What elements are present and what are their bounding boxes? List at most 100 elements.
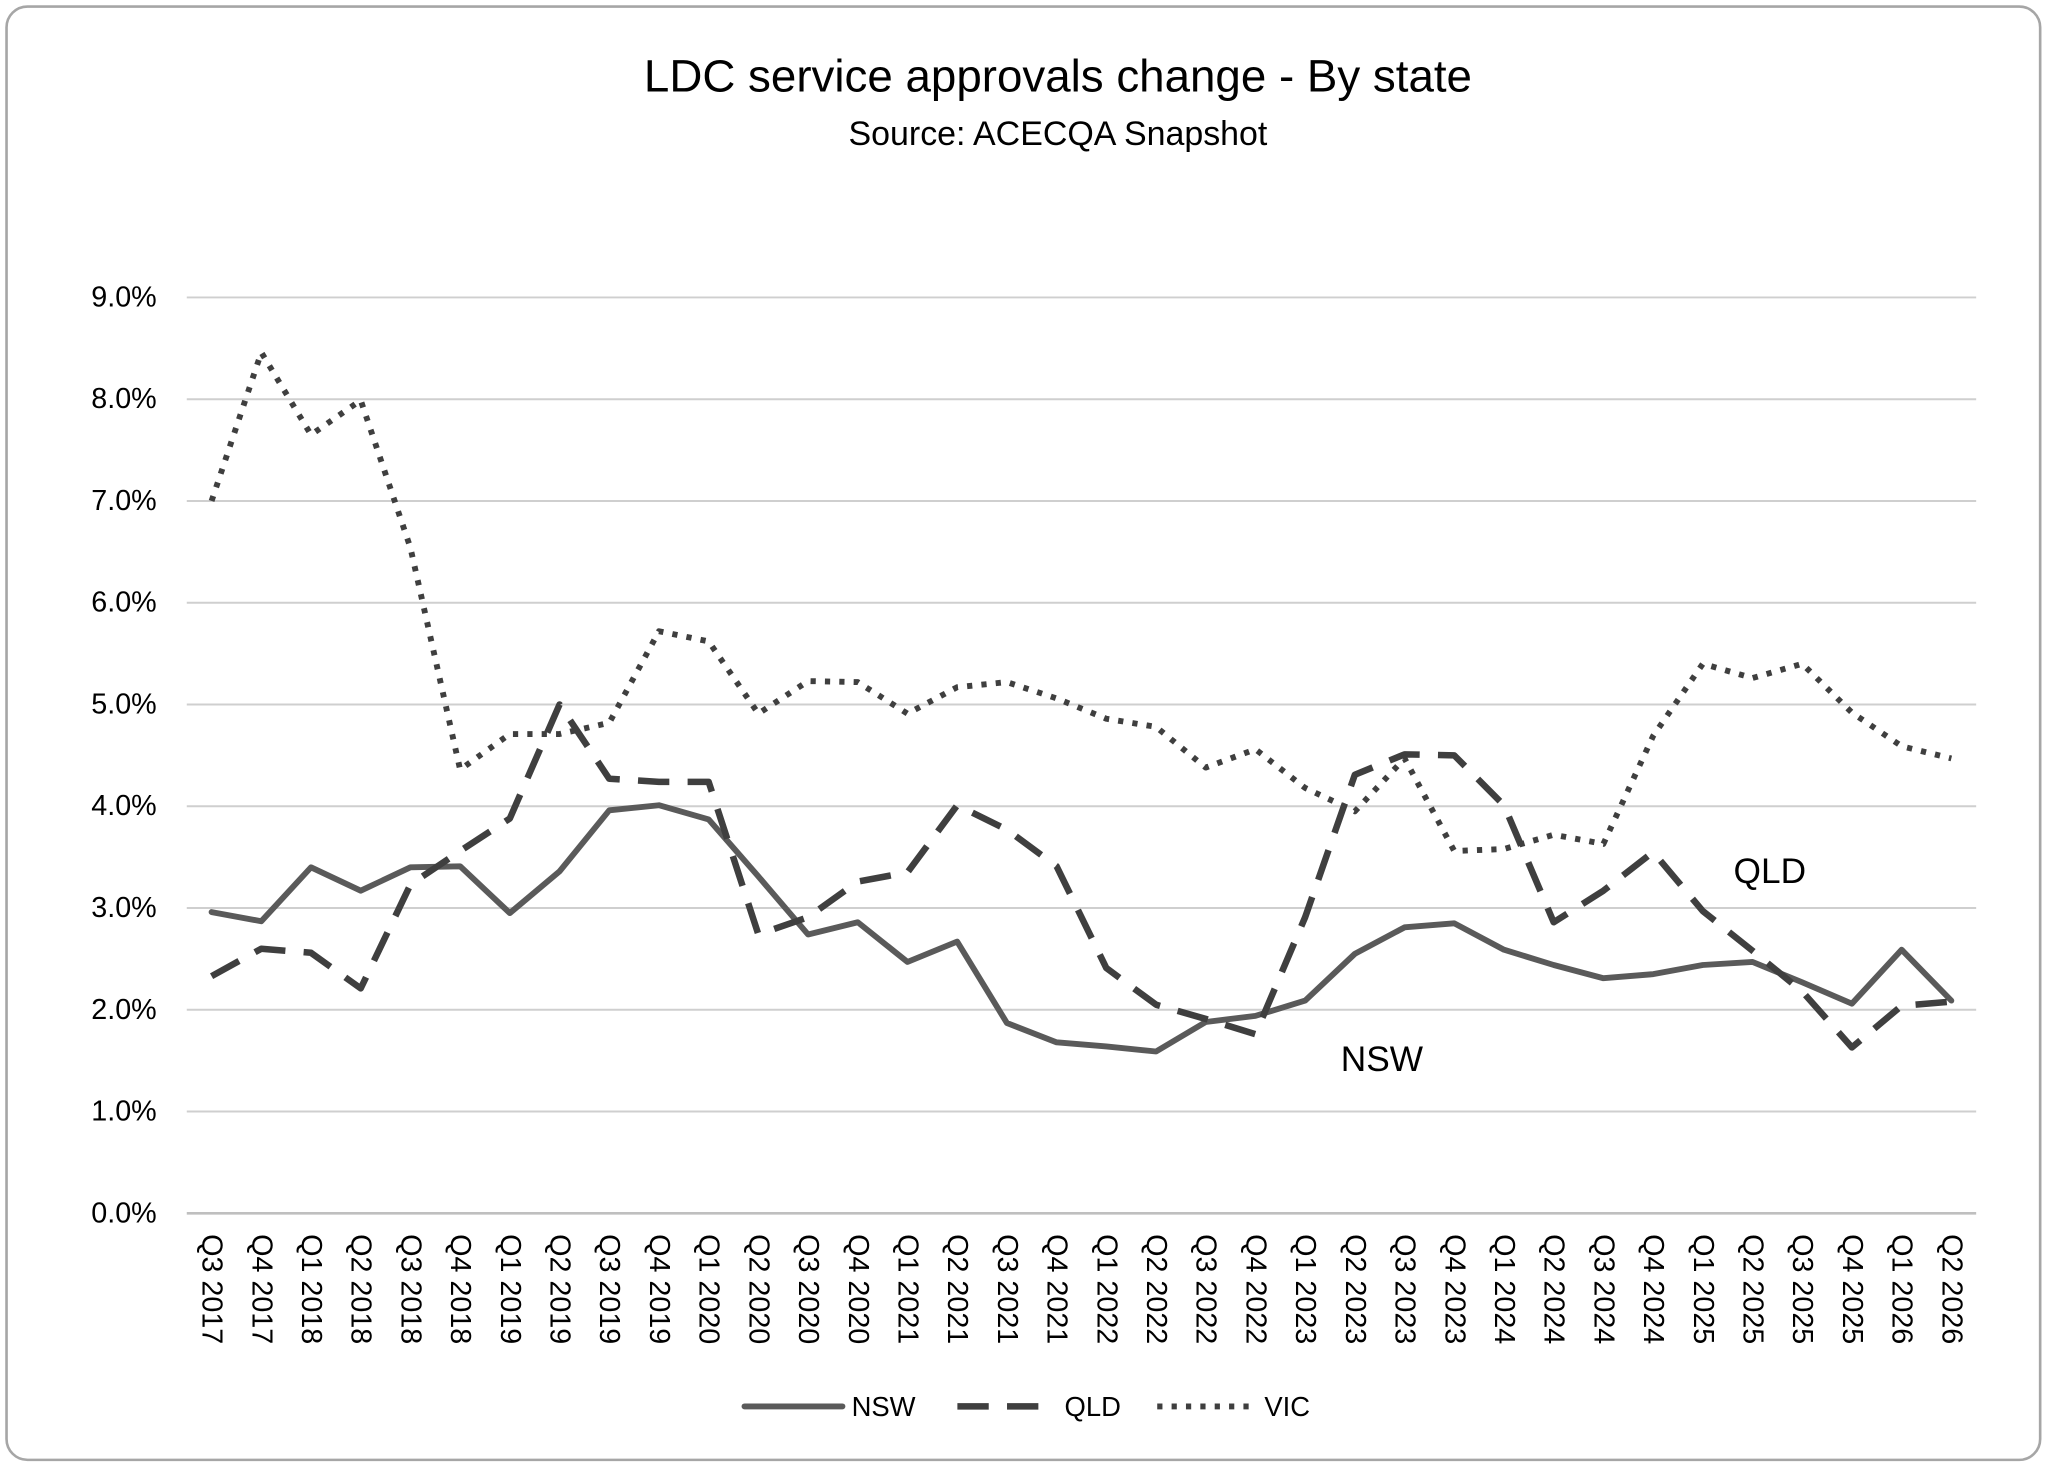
data-point-vic <box>607 720 612 725</box>
x-tick-label: Q1 2023 <box>1289 1234 1321 1344</box>
x-tick-label: Q1 2019 <box>494 1234 526 1344</box>
data-point-nsw <box>458 864 463 869</box>
y-tick-label: 9.0% <box>91 281 156 313</box>
x-tick-label: Q1 2022 <box>1090 1234 1122 1344</box>
data-point-nsw <box>1352 951 1357 956</box>
data-point-qld <box>1104 965 1109 970</box>
data-point-vic <box>358 398 363 403</box>
chart-frame <box>5 5 2042 1462</box>
data-point-qld <box>1650 849 1655 854</box>
data-point-qld <box>1501 803 1506 808</box>
data-point-vic <box>458 767 463 772</box>
x-tick-label: Q3 2018 <box>394 1234 426 1344</box>
data-point-nsw <box>1402 925 1407 930</box>
data-point-vic <box>1452 848 1457 853</box>
data-point-vic <box>209 498 214 503</box>
x-tick-label: Q1 2026 <box>1886 1234 1918 1344</box>
x-tick-label: Q3 2017 <box>196 1234 228 1344</box>
data-point-vic <box>1004 679 1009 684</box>
legend-label-nsw: NSW <box>852 1391 916 1422</box>
chart-title: LDC service approvals change - By state <box>644 50 1472 101</box>
data-point-vic <box>1849 710 1854 715</box>
gridlines <box>186 296 1977 1215</box>
data-point-vic <box>1551 832 1556 837</box>
data-point-vic <box>1501 846 1506 851</box>
x-tick-label: Q1 2025 <box>1687 1234 1719 1344</box>
legend-item-vic: VIC <box>1157 1391 1310 1422</box>
data-point-qld <box>557 702 562 707</box>
data-point-nsw <box>905 959 910 964</box>
data-point-qld <box>1800 989 1805 994</box>
data-point-nsw <box>308 865 313 870</box>
data-point-qld <box>1750 948 1755 953</box>
data-point-qld <box>1054 864 1059 869</box>
y-tick-label: 8.0% <box>91 383 156 415</box>
data-point-vic <box>408 545 413 550</box>
y-axis-ticks: 0.0% 1.0% 2.0% 3.0% 4.0% 5.0% 6.0% 7.0% 8.0% 9.0% <box>91 281 156 1229</box>
data-point-qld <box>1949 999 1954 1004</box>
data-point-vic <box>1303 785 1308 790</box>
x-tick-label: Q4 2018 <box>444 1234 476 1344</box>
x-tick-label: Q3 2021 <box>991 1234 1023 1344</box>
annotation-nsw: NSW <box>1341 1040 1424 1079</box>
data-point-qld <box>507 816 512 821</box>
y-tick-label: 1.0% <box>91 1096 156 1128</box>
data-point-vic <box>805 678 810 683</box>
data-point-vic <box>1402 756 1407 761</box>
y-tick-label: 6.0% <box>91 587 156 619</box>
x-tick-label: Q2 2024 <box>1538 1234 1570 1344</box>
legend-label-qld: QLD <box>1064 1391 1120 1422</box>
data-point-vic <box>259 350 264 355</box>
series-line-nsw <box>208 802 1955 1055</box>
x-tick-label: Q4 2020 <box>842 1234 874 1344</box>
data-point-nsw <box>408 865 413 870</box>
annotation-qld: QLD <box>1734 852 1806 891</box>
data-point-vic <box>855 679 860 684</box>
x-tick-label: Q4 2017 <box>245 1234 277 1344</box>
data-point-nsw <box>1700 962 1705 967</box>
x-tick-label: Q1 2024 <box>1488 1234 1520 1344</box>
data-point-nsw <box>1153 1049 1158 1054</box>
data-point-vic <box>1750 675 1755 680</box>
data-point-qld <box>756 932 761 937</box>
x-tick-label: Q2 2022 <box>1140 1234 1172 1344</box>
x-tick-label: Q3 2019 <box>593 1234 625 1344</box>
data-point-nsw <box>805 932 810 937</box>
data-point-nsw <box>1253 1013 1258 1018</box>
data-point-nsw <box>1849 1001 1854 1006</box>
data-point-qld <box>408 882 413 887</box>
data-point-vic <box>1700 661 1705 666</box>
legend-item-qld: QLD <box>957 1391 1121 1422</box>
x-tick-label: Q4 2019 <box>643 1234 675 1344</box>
x-tick-label: Q4 2023 <box>1438 1234 1470 1344</box>
data-point-nsw <box>756 874 761 879</box>
annotations: QLD NSW <box>1341 852 1806 1079</box>
data-point-nsw <box>1800 980 1805 985</box>
data-point-qld <box>308 950 313 955</box>
x-axis-ticks: Q3 2017 Q4 2017 Q1 2018 Q2 2018 Q3 2018 Q4 20… <box>196 1234 1968 1344</box>
x-tick-label: Q1 2021 <box>891 1234 923 1344</box>
x-tick-label: Q3 2020 <box>792 1234 824 1344</box>
y-tick-label: 4.0% <box>91 790 156 822</box>
data-point-qld <box>259 946 264 951</box>
data-point-qld <box>358 986 363 991</box>
data-point-vic <box>1800 661 1805 666</box>
data-point-vic <box>1253 747 1258 752</box>
data-point-qld <box>905 870 910 875</box>
data-point-qld <box>1253 1032 1258 1037</box>
data-point-qld <box>1700 908 1705 913</box>
data-point-nsw <box>1650 972 1655 977</box>
data-point-vic <box>1153 724 1158 729</box>
data-point-nsw <box>706 817 711 822</box>
data-point-vic <box>557 731 562 736</box>
x-tick-label: Q3 2023 <box>1389 1234 1421 1344</box>
data-point-nsw <box>209 909 214 914</box>
x-tick-label: Q2 2025 <box>1737 1234 1769 1344</box>
x-tick-label: Q2 2020 <box>742 1234 774 1344</box>
data-point-nsw <box>1750 959 1755 964</box>
data-point-nsw <box>1899 947 1904 952</box>
x-tick-label: Q1 2020 <box>693 1234 725 1344</box>
x-tick-label: Q4 2022 <box>1239 1234 1271 1344</box>
data-point-vic <box>1054 696 1059 701</box>
